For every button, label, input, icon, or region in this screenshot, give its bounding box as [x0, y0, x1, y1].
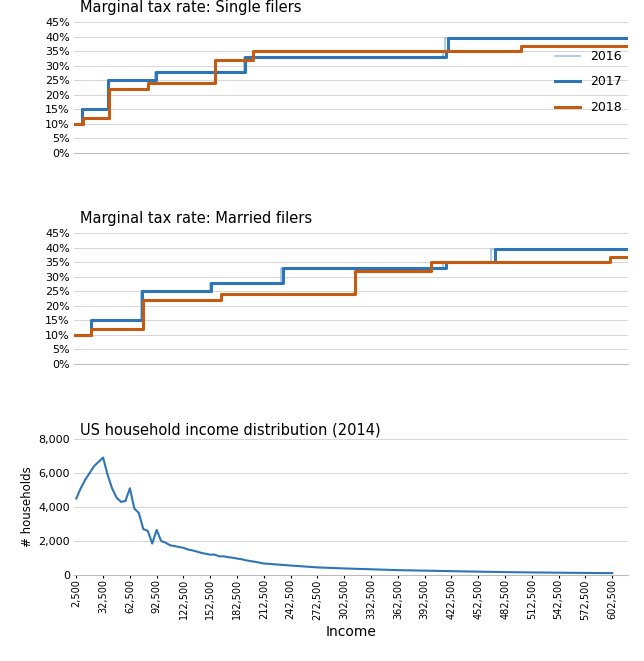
2018 [249, 56, 256, 64]
2018 [87, 325, 95, 333]
2016 [70, 120, 78, 128]
2016 [624, 245, 632, 253]
2016 [151, 67, 159, 75]
2017 [444, 48, 451, 56]
2017 [104, 105, 112, 113]
2017 [491, 258, 498, 266]
2016 [441, 48, 449, 56]
2016 [87, 331, 95, 339]
2017 [87, 317, 95, 325]
2018 [139, 296, 147, 304]
2016 [206, 288, 214, 295]
2017 [444, 34, 451, 42]
2017 [152, 67, 160, 75]
2016 [137, 288, 145, 295]
2016 [240, 67, 248, 75]
Line: 2018: 2018 [74, 256, 628, 335]
2017 [442, 258, 450, 266]
2016 [240, 53, 248, 61]
2018 [606, 253, 614, 260]
2017 [279, 279, 287, 287]
2017 [624, 245, 632, 253]
2016 [439, 48, 447, 56]
2018 [352, 267, 359, 275]
2017 [624, 34, 632, 42]
2016 [104, 76, 111, 84]
2016 [488, 258, 495, 266]
2018 [79, 120, 86, 128]
2017 [491, 245, 498, 253]
2017 [242, 53, 249, 61]
2016 [441, 34, 449, 42]
2017 [79, 120, 86, 128]
Line: 2016: 2016 [74, 38, 628, 124]
2018 [144, 85, 151, 93]
2017 [79, 105, 86, 113]
2016 [624, 34, 632, 42]
2018 [79, 114, 86, 122]
2016 [277, 279, 285, 287]
2018 [144, 79, 151, 87]
2018 [70, 120, 78, 128]
2018 [624, 253, 632, 260]
2017 [138, 288, 146, 295]
2016 [206, 279, 214, 287]
2016 [87, 317, 95, 325]
2017 [242, 67, 249, 75]
2018 [211, 56, 218, 64]
Legend: 2016, 2017, 2018: 2016, 2017, 2018 [555, 50, 621, 114]
2018 [606, 258, 614, 266]
2016 [79, 120, 86, 128]
2018 [249, 48, 256, 56]
2017 [442, 264, 450, 272]
2016 [151, 76, 159, 84]
2016 [439, 53, 447, 61]
2018 [139, 325, 147, 333]
2018 [352, 290, 359, 298]
2017 [70, 120, 78, 128]
2016 [70, 331, 78, 339]
Line: 2017: 2017 [74, 38, 628, 124]
Line: 2017: 2017 [74, 249, 628, 335]
X-axis label: Income: Income [326, 625, 376, 639]
2017 [70, 331, 78, 339]
2016 [79, 105, 86, 113]
2016 [104, 105, 111, 113]
2018 [105, 114, 113, 122]
2018 [218, 290, 225, 298]
2017 [138, 317, 146, 325]
2016 [439, 258, 447, 266]
2018 [624, 42, 632, 50]
2017 [279, 264, 287, 272]
2018 [70, 331, 78, 339]
Line: 2016: 2016 [74, 249, 628, 335]
2016 [488, 245, 495, 253]
Text: Marginal tax rate: Single filers: Marginal tax rate: Single filers [80, 0, 301, 15]
2017 [442, 53, 450, 61]
Line: 2018: 2018 [74, 46, 628, 124]
Text: Marginal tax rate: Married filers: Marginal tax rate: Married filers [80, 212, 312, 226]
2018 [211, 79, 218, 87]
2016 [137, 317, 145, 325]
2018 [87, 331, 95, 339]
2017 [442, 48, 450, 56]
2018 [517, 42, 525, 50]
2017 [207, 288, 214, 295]
2018 [428, 258, 435, 266]
2018 [428, 267, 435, 275]
2016 [277, 264, 285, 272]
2017 [152, 76, 160, 84]
2017 [207, 279, 214, 287]
2018 [105, 85, 113, 93]
Y-axis label: # households: # households [21, 467, 34, 547]
2018 [517, 48, 525, 56]
2017 [87, 331, 95, 339]
2017 [104, 76, 112, 84]
Text: US household income distribution (2014): US household income distribution (2014) [80, 422, 380, 438]
2016 [439, 264, 447, 272]
2018 [218, 296, 225, 304]
